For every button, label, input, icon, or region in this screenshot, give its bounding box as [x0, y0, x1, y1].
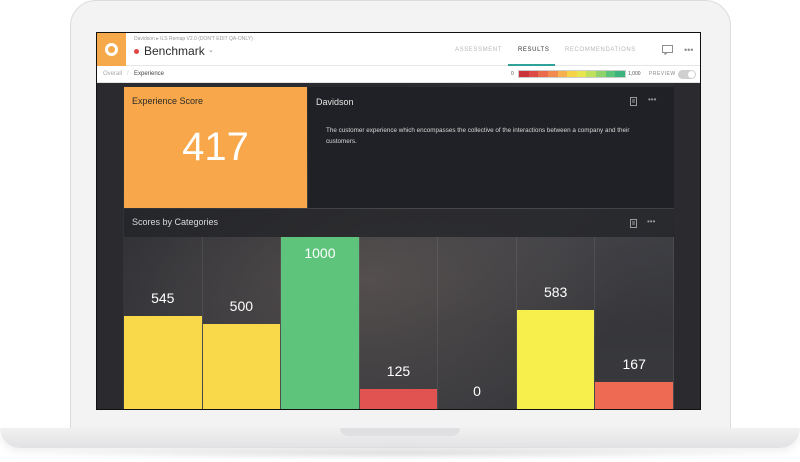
- bar-column[interactable]: 583: [516, 237, 596, 409]
- bar-column[interactable]: 0: [438, 237, 517, 409]
- experience-score-card: Experience Score 417: [124, 87, 307, 208]
- app-screen: Davidson ▸ ILS Remap V2.0 (DON'T EDIT QA…: [96, 32, 701, 410]
- laptop-shadow: [30, 446, 770, 460]
- tab-recommendations[interactable]: RECOMMENDATIONS: [565, 47, 636, 53]
- score-card-title: Experience Score: [132, 96, 204, 106]
- bar: [281, 237, 359, 409]
- bar-column[interactable]: 1000: [281, 237, 360, 409]
- scale-min-label: 0: [511, 71, 514, 77]
- bar-column[interactable]: 500: [202, 237, 282, 409]
- breadcrumb-separator: /: [127, 71, 129, 77]
- scale-swatch: [547, 71, 558, 77]
- chart-title: Scores by Categories: [132, 217, 219, 227]
- sub-header: Overall / Experience 0 1,000 PREVIEW: [97, 66, 700, 83]
- tab-results[interactable]: RESULTS: [518, 47, 550, 53]
- bar-value-label: 167: [622, 355, 646, 372]
- more-icon[interactable]: •••: [647, 217, 656, 226]
- bar: [202, 324, 281, 409]
- breadcrumb-overall[interactable]: Overall: [103, 71, 123, 77]
- description-card: Davidson ••• The customer experience whi…: [308, 87, 674, 208]
- scale-swatch: [528, 71, 539, 77]
- status-dot: [134, 49, 139, 54]
- scale-swatch: [557, 71, 568, 77]
- bar: [595, 381, 673, 409]
- app-header: Davidson ▸ ILS Remap V2.0 (DON'T EDIT QA…: [97, 33, 700, 66]
- experience-score-value: 417: [182, 125, 249, 169]
- bar-value-label: 1000: [304, 245, 336, 261]
- active-tab-indicator: [508, 64, 555, 66]
- preview-toggle[interactable]: [678, 70, 696, 79]
- bar-value-label: 0: [473, 383, 481, 399]
- scale-swatch: [596, 71, 606, 77]
- breadcrumb-current: Experience: [134, 71, 165, 77]
- logo-ring-icon: [105, 43, 118, 56]
- breadcrumb-path[interactable]: Davidson ▸ ILS Remap V2.0 (DON'T EDIT QA…: [134, 36, 253, 42]
- comment-icon[interactable]: [662, 45, 673, 57]
- bar: [516, 309, 595, 409]
- bar-value-label: 500: [229, 298, 254, 314]
- page-title[interactable]: Benchmark: [144, 44, 205, 58]
- laptop-notch: [340, 428, 460, 436]
- chart-header: Scores by Categories •••: [124, 209, 674, 237]
- chevron-down-icon[interactable]: ⌄: [208, 47, 214, 54]
- scale-swatch: [605, 71, 616, 77]
- description-text: The customer experience which encompasse…: [326, 127, 630, 145]
- laptop-base: [0, 428, 800, 448]
- scale-swatch: [615, 71, 626, 77]
- bar-column[interactable]: 125: [359, 237, 439, 409]
- score-scale-legend: [518, 70, 626, 78]
- left-gutter: [97, 83, 123, 409]
- right-gutter: [674, 83, 700, 409]
- more-icon[interactable]: •••: [648, 95, 657, 104]
- scale-swatch: [576, 71, 587, 77]
- category-bar-chart: 545 500 1000 125 0 583 167: [124, 237, 674, 409]
- description-title: Davidson: [316, 97, 354, 107]
- toggle-knob: [688, 71, 695, 78]
- document-icon[interactable]: [630, 97, 637, 108]
- scale-swatch: [519, 71, 529, 77]
- bar-column[interactable]: 167: [595, 237, 674, 409]
- bar: [359, 389, 438, 409]
- bar: [124, 316, 202, 409]
- scale-swatch: [567, 71, 577, 77]
- more-icon[interactable]: •••: [684, 45, 694, 55]
- app-logo[interactable]: [97, 33, 126, 66]
- bar-column[interactable]: 545: [124, 237, 203, 409]
- scale-swatch: [586, 71, 597, 77]
- tab-assessment[interactable]: ASSESSMENT: [455, 47, 503, 53]
- scale-max-label: 1,000: [628, 71, 641, 77]
- bar-value-label: 125: [386, 363, 411, 380]
- bar-value-label: 545: [151, 290, 175, 307]
- preview-label: PREVIEW: [649, 71, 676, 77]
- document-icon[interactable]: [630, 219, 637, 230]
- bar-value-label: 583: [543, 283, 568, 300]
- scale-swatch: [538, 71, 548, 77]
